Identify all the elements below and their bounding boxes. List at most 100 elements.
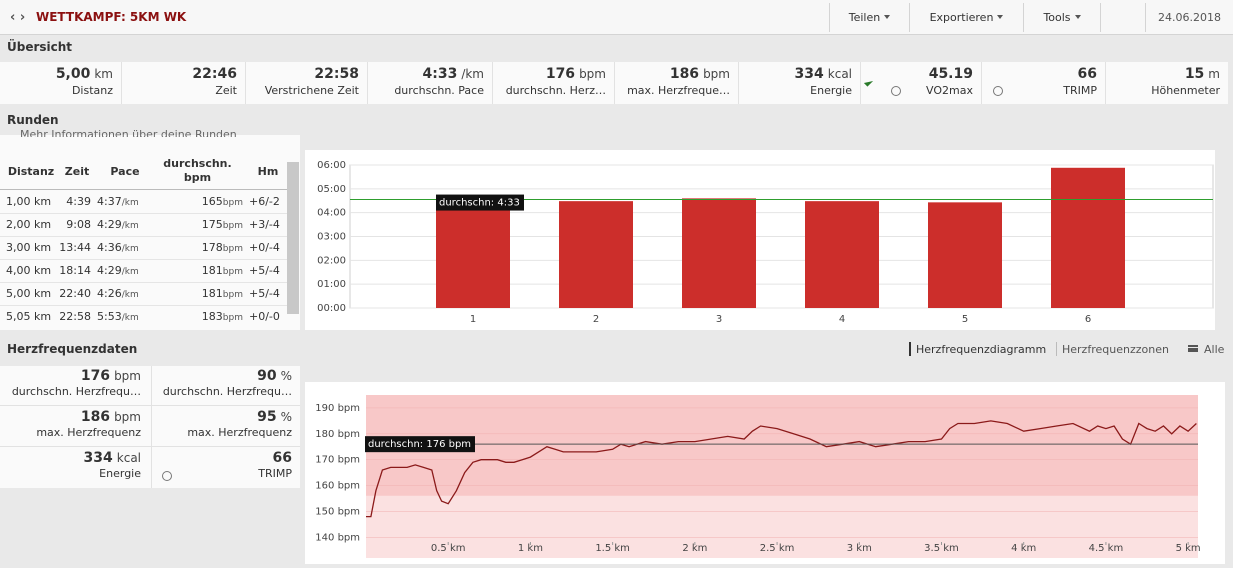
stat-value: 66 bbox=[1078, 66, 1097, 82]
stat-label: Distanz bbox=[71, 84, 113, 97]
hr-value: 183 bbox=[201, 310, 223, 323]
stat-number: 66 bbox=[1077, 66, 1097, 82]
x-tick-label: 3 bbox=[716, 314, 722, 325]
hr-value: 178 bbox=[201, 241, 223, 254]
stat-label: TRIMP bbox=[1063, 84, 1097, 97]
stat-label: Energie bbox=[810, 84, 852, 97]
tab[interactable]: Herzfrequenzdiagramm bbox=[916, 343, 1047, 356]
scrollbar[interactable] bbox=[287, 162, 299, 314]
y-tick-label: 06:00 bbox=[317, 160, 346, 171]
pace-value: 4:26 bbox=[97, 287, 122, 300]
hr-value: 175 bbox=[201, 218, 223, 231]
hr-stat-label: max. Herzfrequenz bbox=[36, 426, 141, 439]
settings-button[interactable] bbox=[1100, 3, 1145, 32]
stat-value: 4:33/km bbox=[422, 66, 484, 82]
stat-value: 45.19 bbox=[929, 66, 973, 82]
lap-elevation: +0/-4 bbox=[249, 241, 280, 254]
hr-unit: bpm bbox=[222, 198, 243, 208]
lap-time: 18:14 bbox=[59, 264, 91, 277]
stat-value: 334 kcal bbox=[795, 66, 852, 82]
x-tick-label: 4 km bbox=[1011, 543, 1036, 554]
pace-unit: /km bbox=[121, 198, 139, 208]
pace-value: 4:29 bbox=[97, 218, 122, 231]
divider bbox=[614, 62, 615, 104]
pace-value: 4:29 bbox=[97, 264, 122, 277]
pace-value: 4:37 bbox=[97, 195, 122, 208]
row-rule bbox=[0, 305, 287, 306]
hr-stat-value: 186 bpm bbox=[81, 409, 141, 425]
y-tick-label: 190 bpm bbox=[315, 403, 360, 414]
tab[interactable]: Herzfrequenzzonen bbox=[1062, 343, 1169, 356]
hr-stat-value: 334 kcal bbox=[84, 450, 141, 466]
toolbar-button[interactable]: Exportieren bbox=[909, 3, 1023, 32]
x-tick-label: 0.5 km bbox=[431, 543, 466, 554]
caret bbox=[884, 15, 891, 22]
caret bbox=[1074, 15, 1081, 22]
hr-stat-label: Energie bbox=[99, 467, 141, 480]
tab-marker bbox=[909, 342, 911, 356]
lap-time: 13:44 bbox=[59, 241, 91, 254]
button-label: Teilen bbox=[848, 11, 881, 24]
x-tick-label: 2.5 km bbox=[760, 543, 795, 554]
hr-stat-label: TRIMP bbox=[258, 467, 292, 480]
stat-number: 5,00 bbox=[55, 66, 91, 82]
top-bar bbox=[0, 0, 1233, 35]
help-icon bbox=[891, 86, 901, 96]
x-tick-label: 6 bbox=[1085, 314, 1091, 325]
lap-distance: 5,05 km bbox=[6, 310, 52, 323]
stat-value: 15 m bbox=[1185, 66, 1220, 82]
lap-time: 9:08 bbox=[66, 218, 91, 231]
column-header: durchschn. bpm bbox=[163, 157, 232, 184]
lap-pace: 4:29/km bbox=[97, 218, 139, 231]
y-tick-label: 180 bpm bbox=[315, 429, 360, 440]
section-title: Herzfrequenzdaten bbox=[7, 342, 138, 356]
hr-stat-value: 90% bbox=[257, 368, 292, 384]
stat-number: 15 bbox=[1184, 66, 1205, 82]
pace-unit: /km bbox=[121, 267, 139, 277]
back-forward[interactable]: ‹ › bbox=[10, 10, 26, 25]
column-header: Zeit bbox=[64, 165, 90, 178]
lap-hr: 165bpm bbox=[202, 195, 243, 208]
stat-value: 186 bpm bbox=[670, 66, 730, 82]
divider bbox=[492, 62, 493, 104]
lap-pace: 4:29/km bbox=[97, 264, 139, 277]
lap-time: 4:39 bbox=[66, 195, 91, 208]
tab[interactable]: Alle bbox=[1204, 343, 1225, 356]
lap-distance: 1,00 km bbox=[6, 195, 52, 208]
info-link: Mehr Informationen über deine Runden bbox=[20, 128, 237, 137]
lap-distance: 5,00 km bbox=[6, 287, 52, 300]
x-tick-label: 3.5 km bbox=[924, 543, 959, 554]
row-rule bbox=[0, 282, 287, 283]
stat-unit: bpm bbox=[114, 369, 141, 383]
zone-band bbox=[366, 395, 1198, 496]
stat-unit: bpm bbox=[114, 410, 141, 424]
row-rule bbox=[0, 213, 287, 214]
stat-number: 66 bbox=[272, 450, 292, 466]
pace-unit: /km bbox=[121, 221, 139, 231]
toolbar-button[interactable]: Teilen bbox=[829, 3, 909, 32]
bar bbox=[436, 197, 510, 308]
x-tick-label: 5 bbox=[962, 314, 968, 325]
lap-hr: 178bpm bbox=[202, 241, 243, 254]
divider bbox=[981, 62, 982, 104]
lap-distance: 3,00 km bbox=[6, 241, 52, 254]
lap-pace: 4:36/km bbox=[97, 241, 139, 254]
section-title: Übersicht bbox=[7, 40, 73, 54]
toolbar-button[interactable]: Tools bbox=[1023, 3, 1100, 32]
row-rule bbox=[0, 236, 287, 237]
hr-stat-label: max. Herzfrequenz bbox=[187, 426, 292, 439]
stat-unit: /km bbox=[461, 67, 484, 81]
column-header: Distanz bbox=[7, 165, 55, 178]
hr-stat-value: 95% bbox=[257, 409, 292, 425]
hr-unit: bpm bbox=[222, 221, 243, 231]
bar bbox=[559, 201, 633, 308]
divider bbox=[245, 62, 246, 104]
stat-number: 45.19 bbox=[928, 66, 973, 82]
hr-unit: bpm bbox=[222, 313, 243, 323]
stat-number: 95 bbox=[257, 409, 277, 425]
average-label-bg bbox=[436, 194, 524, 211]
divider bbox=[738, 62, 739, 104]
lap-hr: 175bpm bbox=[202, 218, 243, 231]
x-tick-label: 4 bbox=[839, 314, 845, 325]
stat-unit: % bbox=[280, 369, 292, 383]
